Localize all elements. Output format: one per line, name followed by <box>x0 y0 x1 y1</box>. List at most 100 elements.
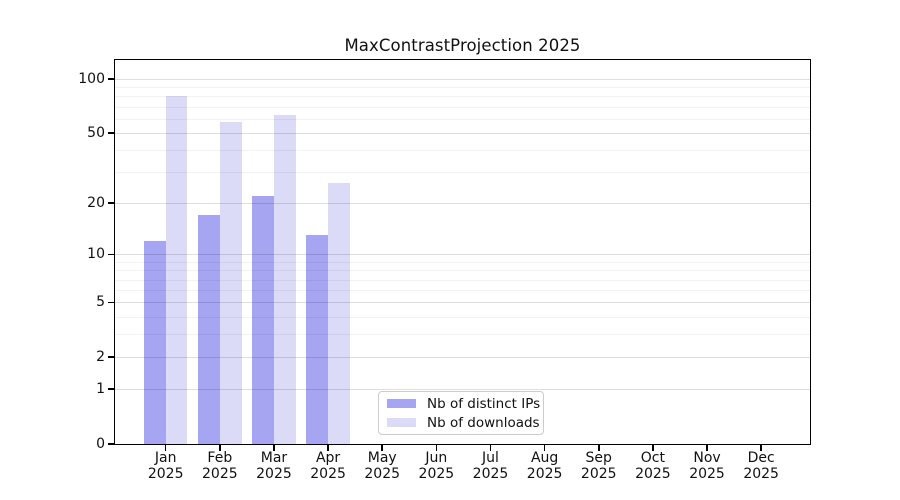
gridline-20 <box>115 203 810 205</box>
y-tick-label-100: 100 <box>78 71 105 87</box>
x-tick-month: Dec <box>747 450 775 466</box>
gridline-60 <box>115 118 810 120</box>
y-tick-label-2: 2 <box>96 349 105 366</box>
y-tick-label-50: 50 <box>87 125 105 142</box>
gridline-2 <box>115 357 810 359</box>
gridline-10 <box>115 254 810 256</box>
x-tick-month: Sep <box>585 450 612 466</box>
gridline-80 <box>115 96 810 98</box>
y-tick-0 <box>108 443 115 445</box>
x-tick-year: 2025 <box>310 465 346 482</box>
x-tick-apr <box>327 444 329 451</box>
x-tick-aug <box>543 444 546 451</box>
legend-label-downloads: Nb of downloads <box>427 414 540 431</box>
x-tick-label-aug: Aug 2025 <box>518 450 572 482</box>
x-tick-jan <box>164 444 167 451</box>
x-tick-month: Aug <box>530 450 559 466</box>
y-tick-20 <box>108 202 115 204</box>
x-tick-month: Jul <box>482 450 499 466</box>
x-tick-year: 2025 <box>256 465 292 482</box>
x-tick-year: 2025 <box>526 465 563 482</box>
gridline-30 <box>115 172 810 174</box>
gridline-40 <box>115 150 810 152</box>
bar-downloads-jan <box>165 96 188 444</box>
x-tick-year: 2025 <box>689 465 725 482</box>
legend-swatch-distinct-ips <box>387 399 416 408</box>
x-tick-month: Jun <box>425 450 448 466</box>
y-tick-label-0: 0 <box>96 436 105 452</box>
legend-swatch-downloads <box>387 418 416 427</box>
gridline-70 <box>115 106 810 108</box>
x-tick-label-oct: Oct 2025 <box>626 450 680 482</box>
chart-title: MaxContrastProjection 2025 <box>344 36 581 55</box>
x-tick-dec <box>760 444 762 451</box>
x-tick-year: 2025 <box>743 465 779 482</box>
x-tick-feb <box>219 444 221 451</box>
gridline-90 <box>115 87 810 89</box>
gridline-4 <box>115 316 810 318</box>
x-tick-year: 2025 <box>580 465 617 482</box>
x-tick-label-apr: Apr 2025 <box>301 450 355 482</box>
y-tick-label-20: 20 <box>87 195 105 212</box>
y-tick-label-1: 1 <box>96 381 105 398</box>
x-tick-month: Nov <box>693 450 721 466</box>
x-tick-year: 2025 <box>147 465 184 482</box>
x-tick-jun <box>435 444 438 451</box>
x-tick-label-dec: Dec 2025 <box>734 450 788 482</box>
bar-distinct-ips-mar <box>252 196 274 444</box>
x-tick-year: 2025 <box>635 465 671 482</box>
gridline-8 <box>115 270 810 272</box>
x-tick-year: 2025 <box>472 465 509 482</box>
legend-item-downloads: Nb of downloads <box>387 413 543 432</box>
y-tick-10 <box>108 253 115 256</box>
x-tick-label-jun: Jun 2025 <box>409 450 463 482</box>
y-tick-50 <box>108 132 115 134</box>
gridline-1 <box>115 389 810 391</box>
gridline-100 <box>115 79 810 80</box>
x-tick-may <box>381 444 383 451</box>
gridline-3 <box>115 334 810 336</box>
legend-item-distinct-ips: Nb of distinct IPs <box>387 394 543 413</box>
x-tick-label-sep: Sep 2025 <box>572 450 626 482</box>
y-tick-label-10: 10 <box>87 246 105 263</box>
gridline-9 <box>115 261 810 263</box>
bar-distinct-ips-jan <box>144 241 166 444</box>
x-tick-year: 2025 <box>418 465 455 482</box>
x-tick-year: 2025 <box>364 465 401 482</box>
y-tick-100 <box>108 78 115 80</box>
gridline-50 <box>115 133 810 135</box>
x-tick-label-may: May 2025 <box>355 450 409 482</box>
y-tick-label-5: 5 <box>96 294 105 311</box>
gridline-5 <box>115 302 810 304</box>
bar-distinct-ips-apr <box>306 235 329 444</box>
x-tick-label-mar: Mar 2025 <box>247 450 301 482</box>
gridline-6 <box>115 290 810 292</box>
bar-downloads-feb <box>219 121 242 444</box>
x-tick-month: May <box>367 450 397 466</box>
x-tick-sep <box>598 444 600 451</box>
legend-label-distinct-ips: Nb of distinct IPs <box>427 395 541 412</box>
x-tick-label-jan: Jan 2025 <box>139 450 193 482</box>
gridline-7 <box>115 279 810 281</box>
x-tick-jul <box>489 444 492 451</box>
x-tick-label-nov: Nov 2025 <box>680 450 734 482</box>
bar-downloads-mar <box>273 115 296 444</box>
x-tick-label-jul: Jul 2025 <box>463 450 517 482</box>
x-tick-month: Apr <box>315 450 341 466</box>
x-tick-year: 2025 <box>202 465 238 482</box>
x-tick-label-feb: Feb 2025 <box>193 450 247 482</box>
plot-area <box>115 60 810 444</box>
x-tick-oct <box>652 444 654 451</box>
bar-downloads-apr <box>328 183 350 444</box>
x-tick-month: Jan <box>154 450 177 466</box>
y-tick-5 <box>108 301 115 304</box>
x-tick-month: Mar <box>260 450 288 466</box>
legend: Nb of distinct IPs Nb of downloads <box>378 391 544 435</box>
bar-distinct-ips-feb <box>198 215 220 444</box>
y-tick-1 <box>108 388 115 390</box>
y-tick-2 <box>108 356 115 358</box>
x-tick-month: Feb <box>207 450 233 466</box>
x-tick-month: Oct <box>640 450 665 466</box>
x-tick-nov <box>706 444 708 451</box>
